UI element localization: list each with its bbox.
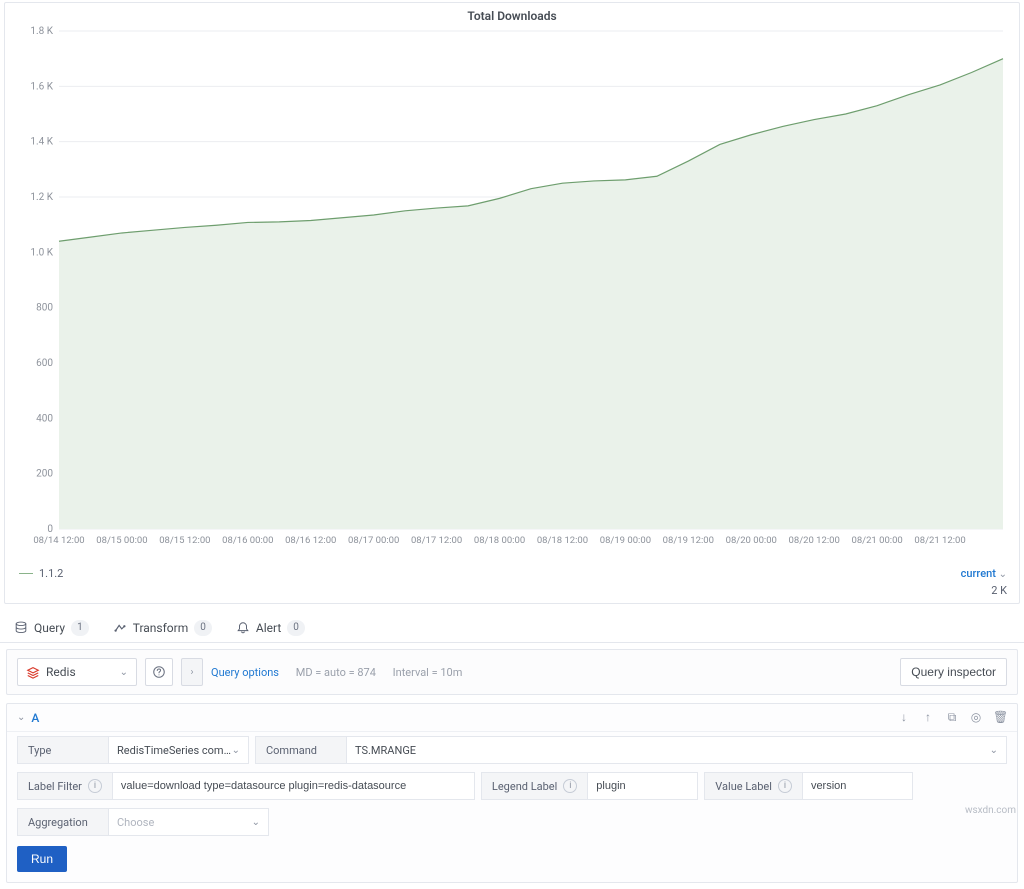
svg-text:08/17 00:00: 08/17 00:00 — [348, 535, 399, 546]
datasource-row: Redis ⌄ › Query options MD = auto = 874 … — [6, 649, 1018, 695]
svg-text:1.0 K: 1.0 K — [30, 247, 53, 258]
svg-text:600: 600 — [36, 358, 53, 369]
value-label-label: Value Labeli — [704, 772, 803, 800]
chevron-down-icon: ⌄ — [120, 667, 128, 678]
chevron-down-icon: ⌄ — [17, 712, 25, 723]
command-label: Command — [255, 736, 347, 764]
transform-icon — [113, 621, 127, 635]
svg-text:08/16 00:00: 08/16 00:00 — [222, 535, 273, 546]
svg-text:08/21 12:00: 08/21 12:00 — [914, 535, 965, 546]
svg-text:1.6 K: 1.6 K — [30, 81, 53, 92]
duplicate-icon[interactable]: ⧉ — [945, 710, 959, 725]
trash-icon[interactable]: 🗑 — [993, 710, 1007, 725]
legend-label-label: Legend Labeli — [481, 772, 588, 800]
bell-icon — [236, 621, 250, 635]
database-icon — [14, 621, 28, 635]
tab-alert-badge: 0 — [287, 620, 305, 636]
tab-transform-badge: 0 — [194, 620, 212, 636]
svg-text:200: 200 — [36, 469, 53, 480]
aggregation-label: Aggregation — [17, 808, 109, 836]
redis-icon — [26, 665, 40, 679]
legend: 1.1.2 current ⌄ — [5, 565, 1019, 584]
svg-text:08/18 00:00: 08/18 00:00 — [474, 535, 525, 546]
svg-text:1.8 K: 1.8 K — [30, 26, 53, 37]
chart-area[interactable]: 0 200 400 600 800 1.0 K 1.2 K 1.4 K 1.6 K 1.8 K 08… — [5, 25, 1019, 565]
watermark: wsxdn.com — [965, 805, 1016, 816]
svg-text:800: 800 — [36, 303, 53, 314]
legend-swatch — [19, 573, 33, 574]
type-select[interactable]: RedisTimeSeries commands ⌄ — [109, 736, 249, 764]
svg-text:08/19 12:00: 08/19 12:00 — [663, 535, 714, 546]
run-button[interactable]: Run — [17, 846, 67, 872]
command-select[interactable]: TS.MRANGE ⌄ — [347, 736, 1007, 764]
query-collapse-toggle[interactable]: ⌄ A — [17, 711, 39, 725]
tab-query-badge: 1 — [71, 620, 89, 636]
svg-text:08/21 00:00: 08/21 00:00 — [851, 535, 902, 546]
svg-text:1.4 K: 1.4 K — [30, 137, 53, 148]
move-down-icon[interactable]: ↓ — [897, 710, 911, 725]
svg-text:08/16 12:00: 08/16 12:00 — [285, 535, 336, 546]
svg-text:08/19 00:00: 08/19 00:00 — [600, 535, 651, 546]
downloads-chart: 0 200 400 600 800 1.0 K 1.2 K 1.4 K 1.6 K 1.8 K 08… — [15, 25, 1011, 555]
datasource-help-button[interactable] — [145, 658, 173, 686]
chart-panel: Total Downloads 0 200 400 600 800 1.0 K 1.2 K 1… — [4, 2, 1020, 604]
svg-text:08/20 00:00: 08/20 00:00 — [726, 535, 777, 546]
move-up-icon[interactable]: ↑ — [921, 710, 935, 725]
chevron-down-icon: ⌄ — [252, 817, 260, 828]
aggregation-select[interactable]: Choose ⌄ — [109, 808, 269, 836]
legend-stat: 2 K — [5, 584, 1019, 603]
query-options[interactable]: Query options MD = auto = 874 Interval =… — [211, 666, 462, 679]
panel-title: Total Downloads — [5, 3, 1019, 25]
svg-text:08/15 00:00: 08/15 00:00 — [96, 535, 147, 546]
value-label-input[interactable] — [803, 772, 913, 800]
svg-text:08/17 12:00: 08/17 12:00 — [411, 535, 462, 546]
svg-text:08/20 12:00: 08/20 12:00 — [789, 535, 840, 546]
info-icon[interactable]: i — [88, 779, 102, 793]
datasource-select[interactable]: Redis ⌄ — [17, 658, 137, 686]
query-options-toggle[interactable]: › — [181, 658, 203, 686]
tab-query[interactable]: Query 1 — [14, 620, 89, 636]
svg-text:08/15 12:00: 08/15 12:00 — [159, 535, 210, 546]
query-inspector-button[interactable]: Query inspector — [900, 658, 1007, 686]
type-label: Type — [17, 736, 109, 764]
query-refid: A — [31, 711, 39, 725]
info-icon[interactable]: i — [778, 779, 792, 793]
legend-label-input[interactable] — [588, 772, 698, 800]
legend-series-label[interactable]: 1.1.2 — [39, 567, 63, 580]
label-filter-input[interactable] — [113, 772, 475, 800]
editor-tabs: Query 1 Transform 0 Alert 0 — [0, 612, 1024, 643]
eye-icon[interactable]: ◎ — [969, 710, 983, 725]
chevron-down-icon: ⌄ — [232, 745, 240, 756]
legend-current-link[interactable]: current ⌄ — [961, 567, 1007, 580]
svg-text:08/18 12:00: 08/18 12:00 — [537, 535, 588, 546]
svg-text:400: 400 — [36, 413, 53, 424]
chevron-down-icon: ⌄ — [990, 745, 998, 756]
query-row-a: ⌄ A ↓ ↑ ⧉ ◎ 🗑 Type RedisTimeSeries comma… — [6, 703, 1018, 883]
info-icon[interactable]: i — [563, 779, 577, 793]
svg-text:0: 0 — [47, 524, 53, 535]
label-filter-label: Label Filteri — [17, 772, 113, 800]
tab-alert[interactable]: Alert 0 — [236, 620, 305, 636]
svg-text:1.2 K: 1.2 K — [30, 192, 53, 203]
svg-text:08/14 12:00: 08/14 12:00 — [33, 535, 84, 546]
tab-transform[interactable]: Transform 0 — [113, 620, 212, 636]
